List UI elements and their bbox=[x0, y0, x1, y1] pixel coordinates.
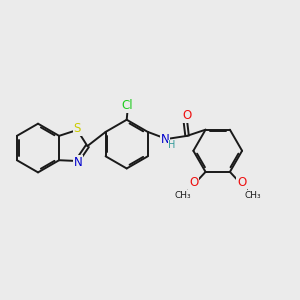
Text: CH₃: CH₃ bbox=[174, 190, 191, 200]
Text: O: O bbox=[182, 109, 191, 122]
Text: N: N bbox=[74, 156, 82, 169]
Text: O: O bbox=[237, 176, 246, 189]
Text: O: O bbox=[189, 176, 198, 189]
Text: CH₃: CH₃ bbox=[245, 190, 261, 200]
Text: Cl: Cl bbox=[122, 99, 133, 112]
Text: H: H bbox=[169, 140, 176, 150]
Text: S: S bbox=[74, 122, 81, 135]
Text: N: N bbox=[161, 133, 170, 146]
